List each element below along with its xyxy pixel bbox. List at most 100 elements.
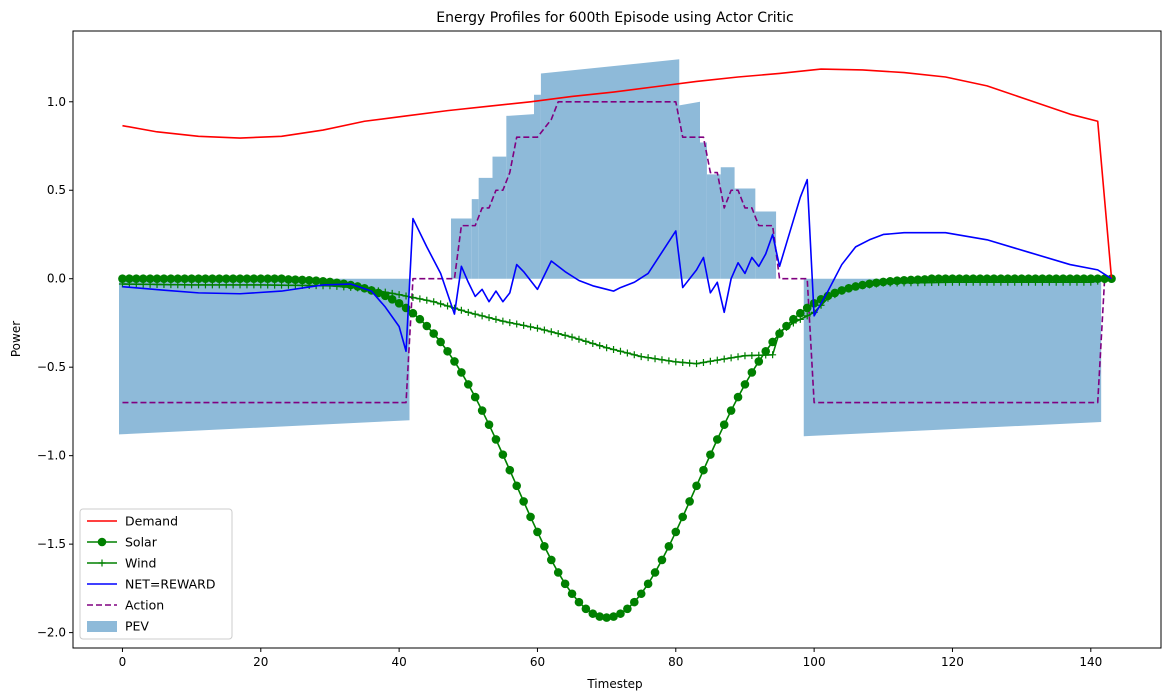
x-tick-label: 120 (941, 655, 964, 669)
legend-item: Solar (87, 535, 158, 550)
solar-marker (699, 465, 708, 475)
solar-marker (975, 274, 985, 284)
solar-marker (775, 329, 784, 338)
solar-marker (761, 346, 771, 356)
wind-marker (720, 355, 728, 363)
wind-marker (464, 308, 472, 316)
solar-marker (913, 275, 923, 284)
legend-label: Action (125, 598, 164, 613)
wind-marker (527, 323, 535, 331)
wind-marker (416, 295, 424, 303)
solar-marker (270, 274, 279, 284)
solar-marker (208, 274, 217, 284)
pev-bar (533, 94, 541, 279)
wind-marker (693, 360, 701, 368)
chart-title: Energy Profiles for 600th Episode using … (436, 10, 793, 26)
wind-marker (706, 357, 714, 365)
pev-bar (734, 188, 756, 279)
wind-marker (547, 328, 555, 336)
solar-marker (173, 274, 183, 284)
solar-marker (692, 481, 701, 491)
wind-marker (395, 291, 403, 299)
solar-marker (851, 282, 860, 291)
solar-marker (318, 276, 328, 286)
wind-marker (499, 317, 507, 325)
solar-marker (768, 337, 777, 347)
solar-marker (581, 604, 591, 614)
legend-item: Demand (87, 514, 178, 529)
wind-marker (637, 353, 645, 361)
solar-marker (1024, 274, 1033, 284)
solar-marker (927, 274, 937, 284)
solar-marker (1010, 274, 1020, 284)
solar-marker (387, 295, 397, 304)
solar-marker (623, 604, 632, 614)
solar-marker (1038, 274, 1047, 284)
solar-marker (643, 579, 653, 589)
wind-marker (457, 306, 465, 314)
wind-marker (803, 312, 811, 320)
solar-marker (816, 295, 826, 304)
solar-marker (422, 321, 432, 331)
solar-marker (650, 568, 660, 577)
wind-marker (672, 358, 680, 366)
solar-marker (789, 314, 798, 324)
solar-marker (546, 555, 556, 565)
solar-marker (996, 274, 1006, 284)
solar-marker (588, 609, 598, 618)
solar-marker (1093, 274, 1103, 284)
solar-marker (138, 274, 148, 284)
wind-marker (623, 349, 631, 357)
wind-marker (533, 324, 541, 332)
solar-marker (858, 280, 867, 290)
solar-marker (1058, 274, 1068, 284)
solar-marker (719, 420, 729, 430)
solar-marker (844, 283, 854, 293)
solar-marker (1065, 274, 1075, 284)
pev-bar (755, 211, 777, 279)
legend-label: PEV (125, 619, 149, 634)
solar-marker (519, 497, 528, 506)
solar-marker (194, 274, 203, 284)
wind-marker (603, 344, 611, 352)
x-tick-label: 140 (1079, 655, 1102, 669)
legend-label: Wind (125, 556, 156, 571)
solar-marker (408, 308, 418, 318)
pev-bar (478, 177, 493, 279)
x-tick-label: 0 (119, 655, 127, 669)
wind-marker (699, 358, 707, 366)
legend-marker (98, 559, 106, 567)
wind-marker (651, 355, 659, 363)
solar-marker (961, 274, 971, 284)
solar-marker (477, 406, 487, 415)
wind-marker (437, 300, 445, 308)
y-tick-label: −0.5 (37, 360, 66, 374)
solar-marker (899, 275, 909, 285)
y-tick-label: 1.0 (47, 95, 66, 109)
legend-marker (97, 537, 107, 547)
solar-marker (242, 274, 252, 284)
y-tick-label: −1.5 (37, 537, 66, 551)
solar-marker (872, 278, 881, 288)
solar-marker (180, 274, 190, 284)
solar-marker (553, 568, 563, 577)
solar-marker (484, 420, 494, 430)
wind-marker (423, 296, 431, 304)
solar-marker (982, 274, 992, 284)
solar-marker (131, 274, 141, 284)
y-axis-label: Power (9, 321, 23, 357)
solar-marker (311, 276, 321, 286)
solar-marker (1086, 274, 1096, 284)
wind-marker (492, 315, 500, 323)
legend-label: Solar (125, 535, 158, 550)
solar-marker (304, 275, 314, 285)
solar-marker (1044, 274, 1054, 284)
solar-marker (726, 406, 736, 415)
solar-marker (374, 288, 383, 298)
legend-item: Wind (87, 556, 156, 571)
wind-marker (520, 321, 528, 329)
wind-marker (506, 319, 514, 327)
wind-marker (734, 353, 742, 361)
solar-marker (865, 279, 874, 289)
